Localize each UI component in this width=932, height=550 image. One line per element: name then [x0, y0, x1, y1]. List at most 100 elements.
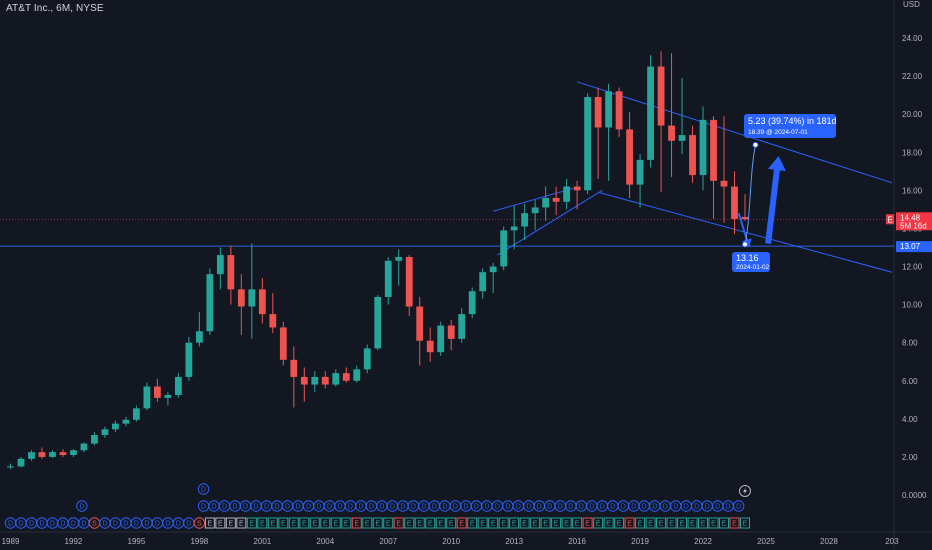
candle-body[interactable] — [699, 119, 707, 176]
earnings-marker[interactable] — [278, 517, 289, 529]
candle-body[interactable] — [584, 97, 592, 191]
candle-body[interactable] — [143, 386, 151, 409]
candle-body[interactable] — [731, 186, 738, 219]
earnings-marker[interactable] — [509, 517, 520, 529]
candle-body[interactable] — [269, 314, 277, 328]
earnings-marker[interactable] — [267, 517, 278, 529]
earnings-marker[interactable] — [519, 517, 530, 529]
earnings-marker[interactable] — [467, 517, 478, 529]
candle-body[interactable] — [122, 419, 130, 424]
earnings-marker[interactable] — [383, 517, 394, 529]
earnings-marker[interactable] — [656, 517, 667, 529]
candle-body[interactable] — [626, 129, 633, 185]
earnings-marker[interactable] — [351, 517, 362, 529]
earnings-marker[interactable] — [225, 517, 236, 529]
candle-body[interactable] — [426, 340, 434, 353]
earnings-marker[interactable] — [488, 517, 499, 529]
earnings-marker[interactable] — [687, 517, 698, 529]
candle-body[interactable] — [227, 255, 235, 290]
candle-body[interactable] — [321, 376, 329, 385]
candle-body[interactable] — [7, 466, 14, 468]
earnings-marker[interactable] — [614, 517, 625, 529]
earnings-marker[interactable] — [288, 517, 299, 529]
candle-body[interactable] — [678, 135, 686, 141]
candle-body[interactable] — [237, 289, 245, 307]
candle-body[interactable] — [174, 376, 182, 396]
candle-body[interactable] — [384, 260, 392, 297]
arrow-down[interactable] — [737, 212, 752, 248]
candle-body[interactable] — [500, 230, 508, 267]
trendline-3[interactable] — [493, 187, 574, 212]
candle-body[interactable] — [300, 376, 308, 385]
earnings-marker[interactable] — [299, 517, 310, 529]
candle-body[interactable] — [531, 207, 539, 214]
earnings-marker[interactable] — [215, 517, 226, 529]
candle-body[interactable] — [101, 429, 109, 436]
candle-body[interactable] — [405, 256, 413, 307]
candle-body[interactable] — [689, 135, 696, 176]
candle-body[interactable] — [594, 97, 602, 128]
earnings-marker[interactable] — [425, 517, 436, 529]
candle-body[interactable] — [153, 386, 161, 398]
earnings-marker[interactable] — [677, 517, 688, 529]
candle-body[interactable] — [447, 325, 455, 339]
candle-body[interactable] — [552, 197, 560, 202]
earnings-marker[interactable] — [540, 517, 551, 529]
candle-body[interactable] — [59, 452, 67, 456]
candle-body[interactable] — [258, 289, 266, 315]
earnings-marker[interactable] — [236, 517, 247, 529]
trendline-1[interactable] — [576, 81, 893, 184]
earnings-marker[interactable] — [404, 517, 415, 529]
trendline-4[interactable] — [497, 189, 603, 256]
earnings-marker[interactable] — [582, 517, 593, 529]
candle-body[interactable] — [489, 266, 497, 273]
earnings-marker[interactable] — [393, 517, 404, 529]
candle-body[interactable] — [521, 213, 529, 227]
arrow-up[interactable] — [765, 156, 786, 245]
earnings-marker[interactable] — [330, 517, 341, 529]
earnings-marker[interactable] — [309, 517, 320, 529]
earnings-marker[interactable] — [645, 517, 656, 529]
candle-body[interactable] — [290, 359, 298, 377]
measure-start-point[interactable] — [742, 241, 748, 248]
candle-body[interactable] — [416, 306, 424, 341]
candle-body[interactable] — [741, 216, 749, 220]
candle-body[interactable] — [311, 376, 319, 385]
candle-body[interactable] — [437, 325, 445, 353]
dividend-marker[interactable] — [76, 500, 88, 512]
candle-body[interactable] — [615, 91, 623, 130]
candle-body[interactable] — [164, 395, 172, 398]
candle-body[interactable] — [353, 369, 361, 381]
candle-body[interactable] — [248, 289, 256, 307]
candle-body[interactable] — [668, 125, 675, 141]
candle-body[interactable] — [395, 256, 403, 261]
earnings-marker[interactable] — [740, 517, 750, 529]
earnings-marker[interactable] — [435, 517, 446, 529]
earnings-marker[interactable] — [320, 517, 331, 529]
candle-body[interactable] — [49, 452, 56, 457]
candle-body[interactable] — [636, 159, 644, 185]
earnings-marker[interactable] — [666, 517, 677, 529]
candle-body[interactable] — [342, 373, 350, 381]
earnings-marker[interactable] — [572, 517, 583, 529]
candle-body[interactable] — [112, 423, 119, 430]
earnings-marker[interactable] — [257, 517, 268, 529]
candle-body[interactable] — [28, 452, 35, 459]
candle-body[interactable] — [133, 408, 140, 420]
earnings-marker[interactable] — [561, 517, 572, 529]
earnings-marker[interactable] — [635, 517, 646, 529]
earnings-marker[interactable] — [530, 517, 541, 529]
earnings-marker[interactable] — [603, 517, 614, 529]
candle-body[interactable] — [363, 348, 371, 370]
candle-body[interactable] — [195, 331, 203, 343]
earnings-marker[interactable] — [593, 517, 604, 529]
dividend-marker[interactable] — [733, 500, 745, 512]
candle-body[interactable] — [70, 450, 77, 456]
candle-body[interactable] — [38, 452, 46, 457]
candle-body[interactable] — [542, 197, 550, 208]
candle-body[interactable] — [720, 180, 728, 187]
candle-body[interactable] — [206, 274, 214, 332]
candle-body[interactable] — [563, 186, 571, 202]
candle-body[interactable] — [468, 291, 476, 315]
candle-body[interactable] — [216, 255, 224, 275]
